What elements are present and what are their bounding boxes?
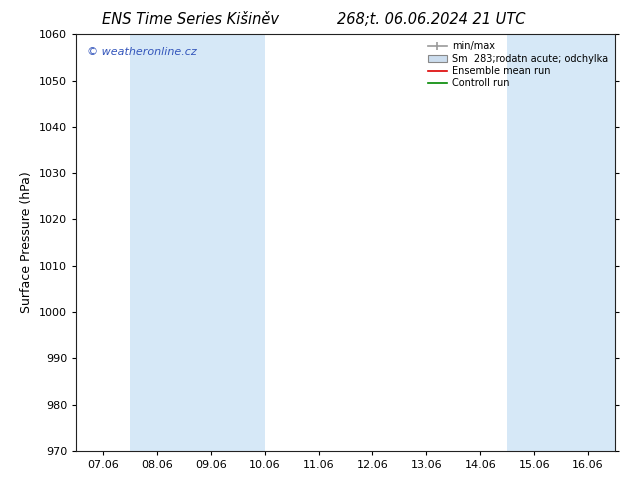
Text: 268;t. 06.06.2024 21 UTC: 268;t. 06.06.2024 21 UTC — [337, 12, 526, 27]
Text: ENS Time Series Kišiněv: ENS Time Series Kišiněv — [101, 12, 279, 27]
Y-axis label: Surface Pressure (hPa): Surface Pressure (hPa) — [20, 172, 34, 314]
Text: © weatheronline.cz: © weatheronline.cz — [87, 47, 197, 57]
Bar — [507, 34, 615, 451]
Bar — [130, 34, 265, 451]
Legend: min/max, Sm  283;rodatn acute; odchylka, Ensemble mean run, Controll run: min/max, Sm 283;rodatn acute; odchylka, … — [424, 37, 612, 92]
